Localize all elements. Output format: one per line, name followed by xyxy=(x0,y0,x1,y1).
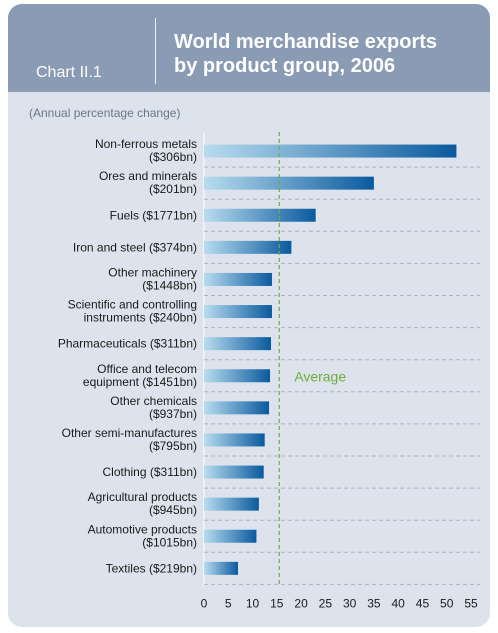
bar xyxy=(204,465,264,479)
bar xyxy=(204,240,292,254)
x-tick-label: 10 xyxy=(246,596,260,610)
x-tick-label: 25 xyxy=(319,596,333,610)
bar xyxy=(204,433,265,447)
category-label-line: Other chemicals xyxy=(110,394,197,408)
category-label-line: Other semi-manufactures xyxy=(62,426,197,440)
category-label: Fuels ($1771bn) xyxy=(110,208,197,222)
x-tick-label: 45 xyxy=(416,596,430,610)
category-label: Automotive products ($1015bn) xyxy=(88,522,197,549)
bar xyxy=(204,401,270,415)
category-label-line: Agricultural products xyxy=(88,490,197,504)
chart-number: Chart II.1 xyxy=(36,64,102,81)
x-tick-label: 0 xyxy=(201,596,208,610)
x-tick-label: 15 xyxy=(270,596,284,610)
category-label: Office and telecom equipment ($1451bn) xyxy=(83,362,197,389)
category-label: Scientific and controlling instruments ($… xyxy=(68,298,197,325)
bar xyxy=(204,144,457,158)
category-label-line: Other machinery xyxy=(108,265,197,279)
chart-card: Chart II.1 World merchandise exports by … xyxy=(8,4,490,627)
bar xyxy=(204,272,272,286)
bar xyxy=(204,305,272,319)
x-tick-label: 35 xyxy=(367,596,381,610)
chart-header: Chart II.1 World merchandise exports by … xyxy=(8,4,490,92)
category-label: Non-ferrous metals ($306bn) xyxy=(95,137,197,164)
x-tick-label: 40 xyxy=(392,596,406,610)
category-label-line: ($1015bn) xyxy=(142,535,197,549)
chart-subtitle: (Annual percentage change) xyxy=(29,106,181,120)
category-label-line: ($306bn) xyxy=(149,150,197,164)
bar xyxy=(204,176,374,190)
category-label-line: instruments ($240bn) xyxy=(84,311,197,325)
category-label-line: Office and telecom xyxy=(97,362,197,376)
bar xyxy=(204,208,316,222)
bar xyxy=(204,561,238,575)
category-label-line: ($1448bn) xyxy=(142,278,197,292)
bar xyxy=(204,497,259,511)
category-label: Ores and minerals ($201bn) xyxy=(99,169,197,196)
category-label-line: Automotive products xyxy=(88,522,197,536)
category-label-line: equipment ($1451bn) xyxy=(83,375,197,389)
category-label-line: ($937bn) xyxy=(149,407,197,421)
category-label-line: ($795bn) xyxy=(149,439,197,453)
category-label-line: ($201bn) xyxy=(149,182,197,196)
category-label: Pharmaceuticals ($311bn) xyxy=(58,337,197,351)
category-label: Agricultural products ($945bn) xyxy=(88,490,197,517)
category-label-line: Scientific and controlling xyxy=(68,298,197,312)
x-tick-label: 50 xyxy=(440,596,454,610)
category-label: Iron and steel ($374bn) xyxy=(73,240,197,254)
average-label: Average xyxy=(294,369,346,385)
bar xyxy=(204,369,271,383)
chart-title: World merchandise exports by product gro… xyxy=(174,31,438,77)
category-label-line: Non-ferrous metals xyxy=(95,137,197,151)
x-tick-label: 55 xyxy=(464,596,478,610)
x-tick-label: 5 xyxy=(225,596,232,610)
category-label-line: ($945bn) xyxy=(149,503,197,517)
category-label: Other machinery ($1448bn) xyxy=(108,265,197,292)
category-label: Other chemicals ($937bn) xyxy=(110,394,197,421)
category-label: Clothing ($311bn) xyxy=(102,465,197,479)
bar xyxy=(204,337,271,351)
category-label: Other semi-manufactures ($795bn) xyxy=(62,426,197,453)
bar xyxy=(204,529,257,543)
category-label: Textiles ($219bn) xyxy=(106,561,197,575)
category-label-line: Ores and minerals xyxy=(99,169,197,183)
x-tick-label: 20 xyxy=(294,596,308,610)
x-tick-label: 30 xyxy=(343,596,357,610)
header-divider xyxy=(155,18,156,84)
